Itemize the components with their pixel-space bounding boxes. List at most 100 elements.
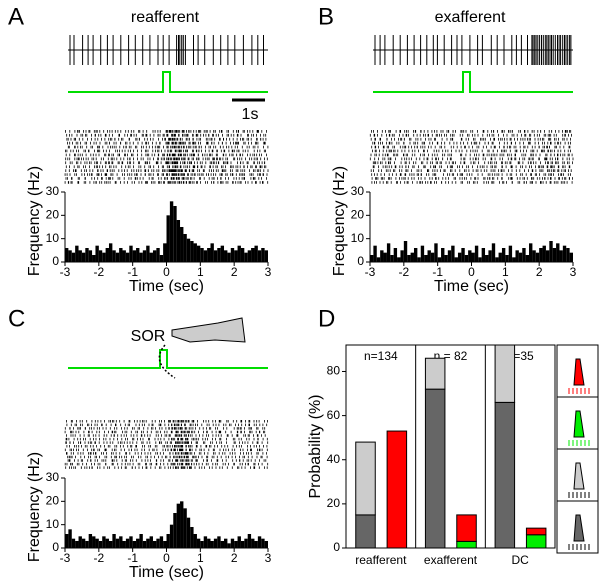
histogram-bar [68,250,72,262]
x-tick-label: 1 [197,265,204,279]
panel-title: reafferent [131,9,200,26]
spike-trace [373,35,573,65]
histogram-bar [562,245,567,262]
x-tick-label: -2 [93,265,104,279]
histogram-bar [501,248,506,262]
histogram-bar [227,252,231,262]
histogram-bar [515,250,519,262]
bar-segment [456,514,477,542]
histogram-bar [95,538,99,548]
histogram-bar [102,536,106,548]
histogram-bar [430,252,435,262]
histogram-bar [373,245,377,262]
histogram-bar [207,248,211,262]
histogram-bar [495,257,499,262]
histogram-bar [485,255,489,262]
annotation: SOR [131,328,166,345]
histogram-bar [257,536,262,548]
panel-label: C [8,305,25,332]
y-tick-label: 60 [327,408,341,422]
histogram-bar [247,250,252,262]
histogram-bar [217,536,221,548]
histogram-bar [85,248,89,262]
histogram-bar [254,245,258,262]
y-tick-label: 20 [327,496,341,510]
x-tick-label: 3 [265,551,272,565]
histogram-bar [471,252,475,262]
histogram-bar [98,250,103,262]
x-tick-label: 0 [468,265,475,279]
x-tick-label: -2 [398,265,409,279]
histogram-bar [139,252,143,262]
x-tick-label: 1 [502,265,509,279]
y-tick-label: 80 [327,364,341,378]
y-axis-label: Frequency (Hz) [26,166,43,276]
histogram-bar [108,243,113,262]
histogram-bar [464,255,469,262]
histogram-bar [217,248,221,262]
histogram-bar [210,243,214,262]
histogram-bar [481,248,486,262]
histogram-bar [247,534,252,548]
category-label: exafferent [424,553,478,567]
y-tick-label: 30 [46,470,60,484]
raster [64,130,269,184]
histogram-bar [407,255,411,262]
histogram-bar [417,257,421,262]
bar-segment [456,540,477,549]
histogram-bar [163,541,167,548]
x-tick-label: -1 [432,265,443,279]
histogram-bar [186,238,191,262]
bar-segment [355,514,376,549]
histogram-bar [115,252,120,262]
y-axis-label: Frequency (Hz) [331,166,348,276]
histogram-bar [75,541,79,548]
histogram-bar [156,248,160,262]
histogram-bar [71,538,76,548]
y-tick-label: 30 [351,184,365,198]
x-tick-label: 2 [536,265,543,279]
histogram-bar [230,538,235,548]
histogram-bar [383,252,387,262]
histogram-bar [261,248,265,262]
histogram-bar [132,250,137,262]
category-label: reafferent [355,553,407,567]
histogram-bar [71,252,76,262]
y-tick-label: 0 [333,540,340,554]
histogram-bar [264,250,268,262]
histogram-bar [227,543,231,548]
histogram-bar [413,248,418,262]
histogram-bar [566,248,570,262]
stimulus-trace [68,349,268,369]
stimulus-trace [373,71,573,93]
histogram-bar [539,248,543,262]
histogram-bar [163,243,167,262]
histogram-bar [166,215,170,262]
plot-frame [345,344,556,549]
histogram-bar [183,234,187,262]
scale-label: 1s [242,106,259,123]
histogram-bar [81,252,86,262]
histogram-bar [535,252,540,262]
histogram-bar [512,257,516,262]
histogram-bar [569,252,573,262]
histogram-bar [65,248,69,262]
histogram-bar [518,252,523,262]
histogram-bar [203,536,208,548]
histogram-bar [257,250,262,262]
histogram-bar [437,257,442,262]
x-tick-label: 3 [265,265,272,279]
x-axis-label: Time (sec) [129,564,204,581]
hand-icon [171,317,246,343]
histogram-bar [444,255,448,262]
histogram-bar [532,250,536,262]
histogram-bar [88,534,93,548]
histogram-bar [403,241,408,262]
x-axis-label: Time (sec) [434,278,509,295]
panel-label: D [318,305,335,332]
histogram-bar [390,255,394,262]
histogram-bar [92,536,96,548]
x-tick-label: 0 [163,551,170,565]
histogram-bar [68,529,72,548]
